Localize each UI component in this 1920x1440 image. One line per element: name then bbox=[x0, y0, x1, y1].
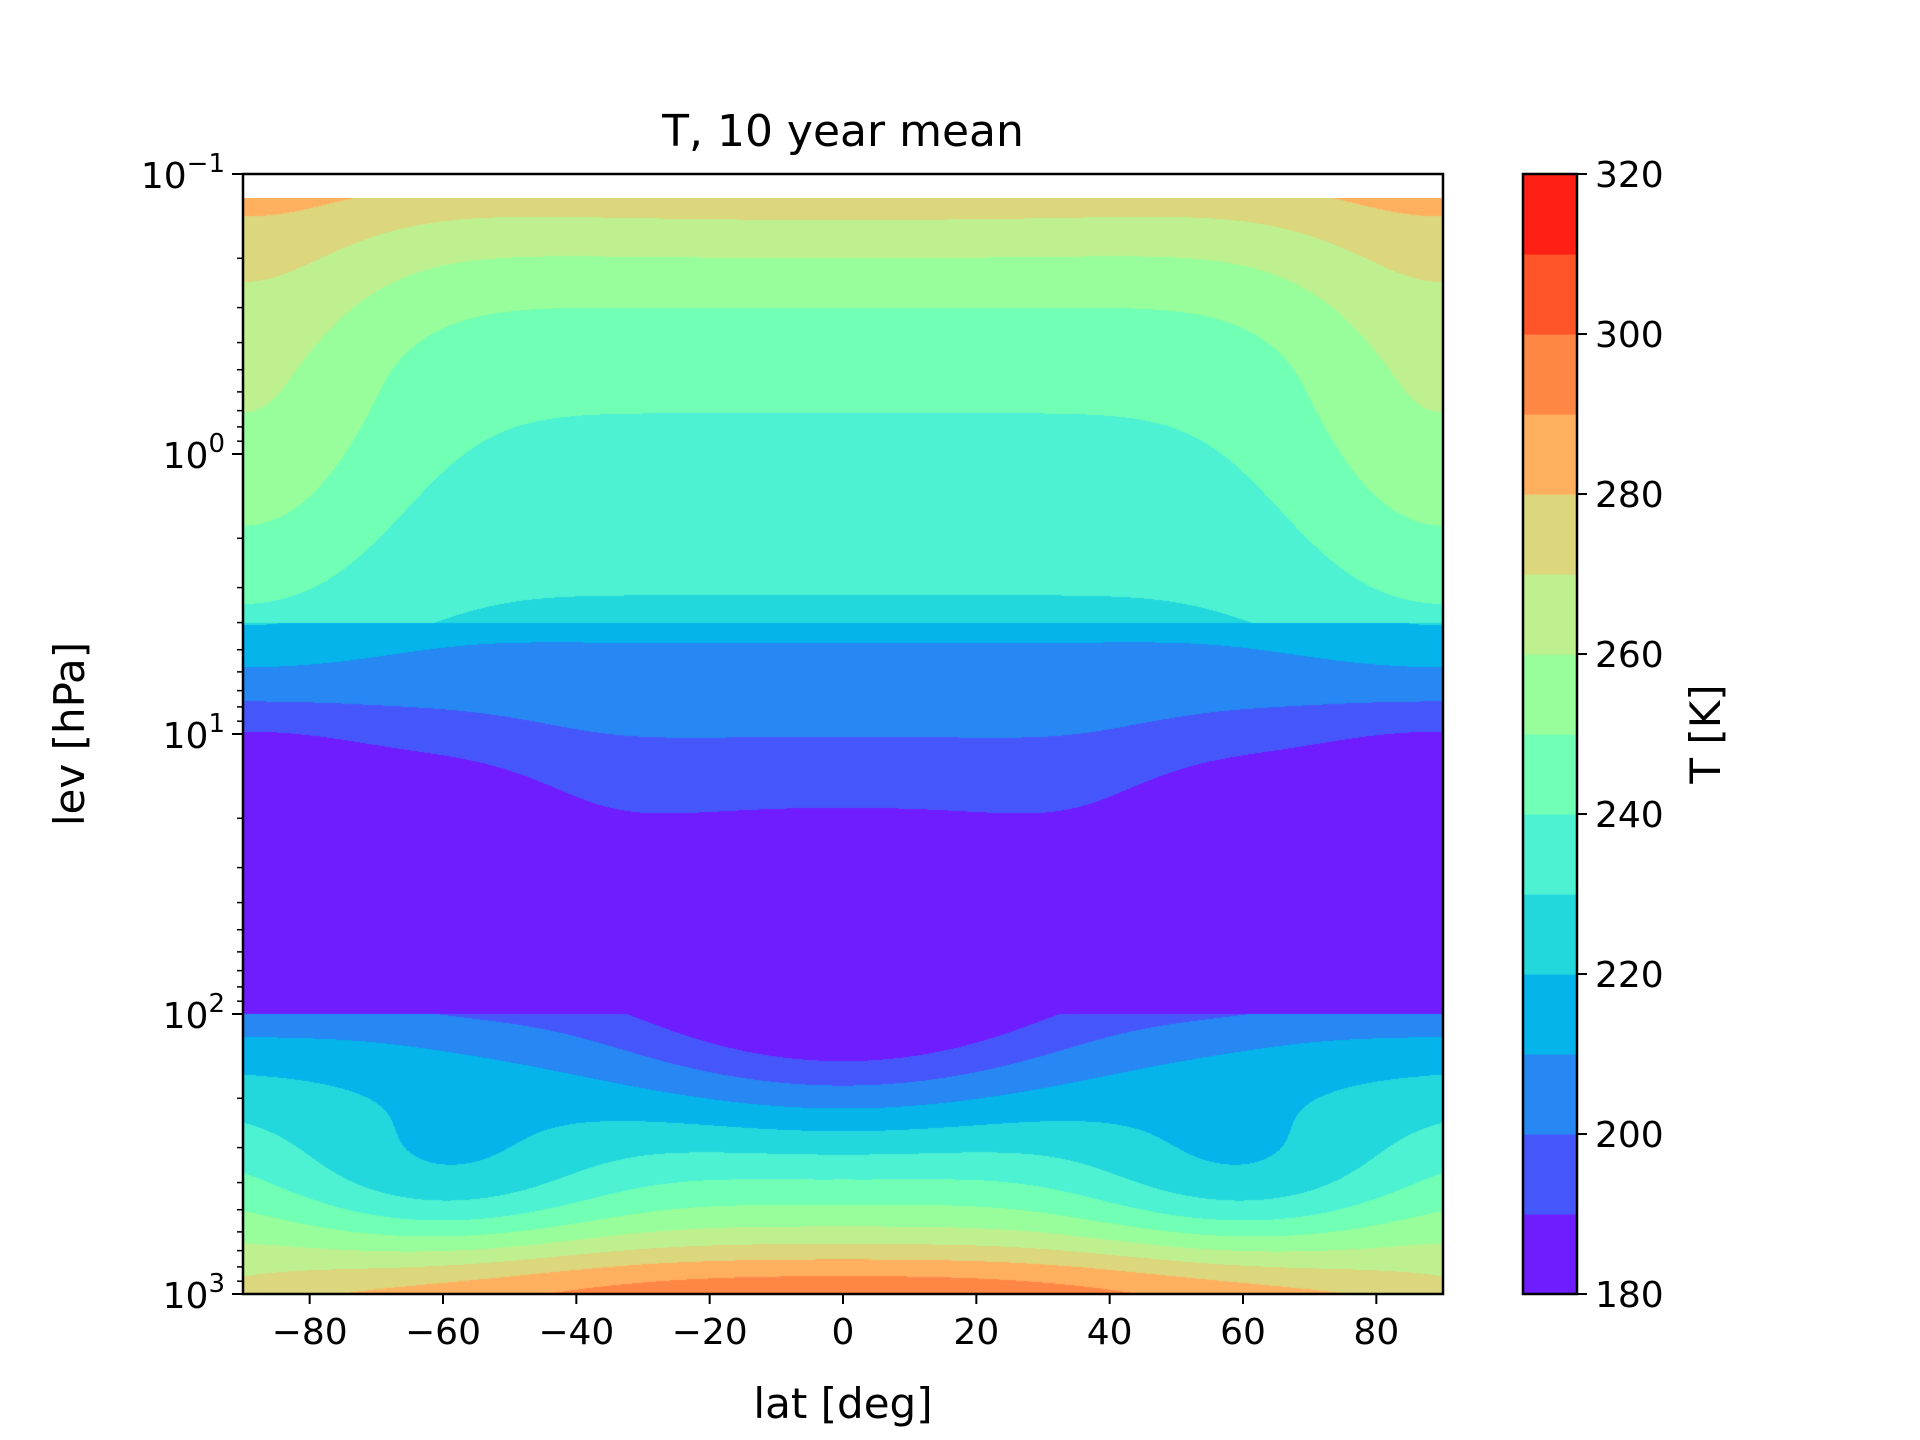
x-tick-label: −80 bbox=[272, 1312, 348, 1353]
colorbar-tick-label: 300 bbox=[1595, 315, 1664, 356]
y-tick-label: 100 bbox=[163, 429, 225, 477]
temperature-contour-field bbox=[243, 198, 1443, 1294]
colorbar-band bbox=[1523, 1054, 1577, 1135]
colorbar-tick-label: 260 bbox=[1595, 635, 1664, 676]
y-tick-label: 101 bbox=[163, 709, 225, 757]
colorbar-band bbox=[1523, 814, 1577, 895]
colorbar-label: T [K] bbox=[1681, 684, 1730, 784]
y-tick-label: 102 bbox=[163, 989, 225, 1037]
colorbar-tick-label: 200 bbox=[1595, 1115, 1664, 1156]
x-tick-label: 80 bbox=[1353, 1312, 1399, 1353]
colorbar-tick-label: 240 bbox=[1595, 795, 1664, 836]
colorbar-band bbox=[1523, 334, 1577, 415]
x-tick-label: −20 bbox=[672, 1312, 748, 1353]
colorbar-band bbox=[1523, 494, 1577, 575]
colorbar: 180 200 220 240 260 280 300 320 bbox=[1521, 155, 1664, 1316]
colorbar-band bbox=[1523, 734, 1577, 815]
colorbar-frame bbox=[1521, 172, 1579, 1296]
colorbar-band bbox=[1523, 414, 1577, 495]
x-axis-label: lat [deg] bbox=[753, 1379, 932, 1428]
colorbar-band bbox=[1523, 174, 1577, 255]
colorbar-band bbox=[1523, 254, 1577, 335]
colorbar-band bbox=[1523, 974, 1577, 1055]
x-tick-label: −40 bbox=[538, 1312, 614, 1353]
colorbar-tick-label: 220 bbox=[1595, 955, 1664, 996]
y-tick-label: 103 bbox=[163, 1269, 225, 1317]
x-axis: −80 −60 −40 −20 0 20 40 60 80 bbox=[272, 1294, 1399, 1353]
colorbar-band bbox=[1523, 574, 1577, 655]
x-tick-label: 0 bbox=[832, 1312, 855, 1353]
colorbar-tick-label: 320 bbox=[1595, 155, 1664, 196]
colorbar-band bbox=[1523, 1214, 1577, 1295]
colorbar-band bbox=[1523, 1134, 1577, 1215]
y-axis: 10−1 100 101 102 103 bbox=[141, 149, 243, 1317]
colorbar-tick-label: 280 bbox=[1595, 475, 1664, 516]
x-tick-label: 20 bbox=[953, 1312, 999, 1353]
x-tick-label: 60 bbox=[1220, 1312, 1266, 1353]
y-axis-label: lev [hPa] bbox=[45, 642, 94, 826]
chart-title: T, 10 year mean bbox=[661, 106, 1024, 157]
x-tick-label: −60 bbox=[405, 1312, 481, 1353]
y-tick-label: 10−1 bbox=[141, 149, 225, 197]
plot-area bbox=[241, 172, 1445, 1296]
colorbar-band bbox=[1523, 894, 1577, 975]
colorbar-band bbox=[1523, 654, 1577, 735]
x-tick-label: 40 bbox=[1087, 1312, 1133, 1353]
colorbar-tick-label: 180 bbox=[1595, 1275, 1664, 1316]
